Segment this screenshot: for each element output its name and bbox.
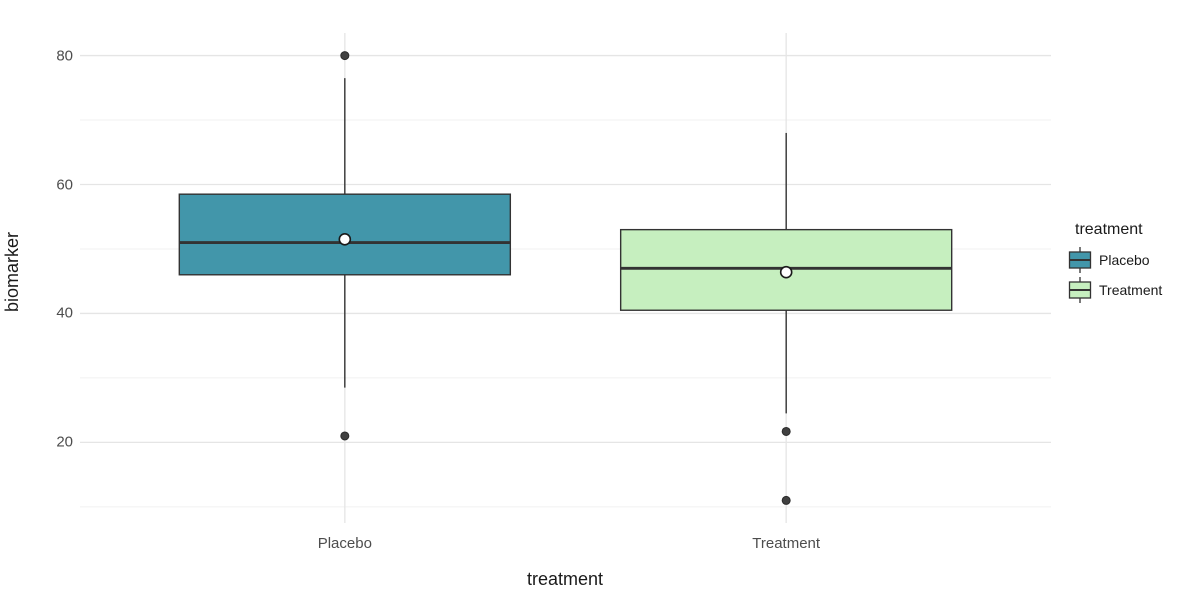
plot-panel (80, 33, 1051, 523)
legend-title: treatment (1075, 221, 1143, 238)
outlier-point (340, 431, 350, 441)
legend-item: Treatment (1063, 275, 1200, 305)
y-tick-label: 80 (56, 47, 73, 65)
outlier-point (781, 495, 791, 505)
outlier-point (340, 51, 350, 61)
legend: treatment Placebo Treatment (1063, 220, 1200, 305)
y-tick-label: 20 (56, 433, 73, 451)
legend-item-label: Placebo (1099, 252, 1150, 269)
legend-key-boxplot-icon (1068, 247, 1092, 274)
x-tick-label: Treatment (752, 535, 821, 552)
y-axis-title: biomarker (2, 231, 22, 313)
legend-item: Placebo (1063, 245, 1200, 275)
x-tick-label: Placebo (317, 535, 372, 552)
y-tick-label: 60 (56, 176, 73, 193)
outlier-point (781, 426, 791, 436)
y-tick-label: 40 (56, 304, 73, 322)
legend-item-label: Treatment (1099, 282, 1163, 299)
mean-point (779, 265, 793, 279)
mean-point (338, 233, 352, 246)
legend-key-boxplot-icon (1068, 277, 1092, 304)
x-axis-title: treatment (526, 569, 604, 589)
legend-items: Placebo Treatment (1063, 245, 1200, 305)
